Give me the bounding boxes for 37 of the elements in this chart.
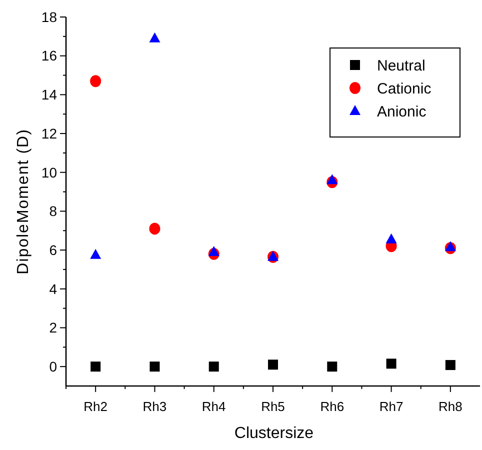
point (268, 360, 278, 370)
point (90, 75, 102, 88)
y-tick-label: 0 (49, 358, 58, 374)
point (444, 241, 456, 252)
x-axis-title: Clustersize (234, 425, 314, 442)
point (149, 222, 160, 235)
legend-label: Cationic (377, 80, 432, 98)
x-tick-label: Rh7 (379, 399, 404, 414)
y-tick-label: 16 (41, 48, 58, 64)
y-tick-label: 8 (49, 203, 58, 220)
point (149, 32, 160, 42)
y-tick-label: 14 (41, 86, 58, 103)
y-tick-label: 2 (49, 320, 58, 336)
x-tick-label: Rh6 (320, 399, 344, 414)
y-tick-label: 18 (41, 8, 58, 25)
legend-label: Anionic (377, 103, 427, 120)
point (326, 174, 338, 184)
point (445, 360, 456, 370)
x-tick-label: Rh3 (142, 399, 167, 414)
x-tick-label: Rh2 (84, 399, 108, 414)
point (150, 362, 160, 372)
y-tick-label: 10 (41, 164, 58, 180)
x-tick-label: Rh8 (438, 399, 462, 414)
point (327, 362, 338, 372)
point (386, 358, 396, 369)
y-axis-title: DipoleMoment (D) (15, 128, 32, 274)
y-tick-label: 4 (49, 280, 58, 297)
x-tick-label: Rh5 (261, 399, 285, 414)
y-tick-label: 6 (49, 242, 58, 258)
point (90, 248, 102, 259)
point (208, 246, 220, 256)
y-tick-label: 12 (41, 125, 58, 142)
x-tick-label: Rh4 (202, 399, 226, 414)
legend-label: Neutral (377, 57, 426, 74)
point (90, 362, 101, 372)
point (386, 233, 397, 244)
point (208, 362, 219, 372)
